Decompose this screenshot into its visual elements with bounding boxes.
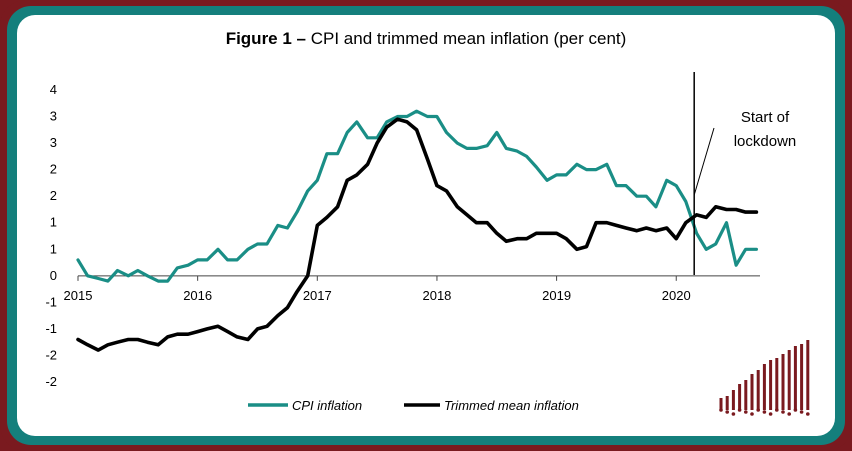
logo-dot [775,408,779,412]
y-tick-label: -2 [45,374,57,389]
chart-title-bold: Figure 1 – [226,29,306,48]
x-tick-label: 2016 [183,288,212,303]
x-tick-label: 2015 [64,288,93,303]
logo-dot [719,408,723,412]
logo-dot [725,410,729,414]
y-tick-label: 3 [50,135,57,150]
logo-dot [768,412,773,416]
y-tick-label: 1 [50,215,57,230]
x-tick-label: 2018 [422,288,451,303]
y-tick-label: 2 [50,188,57,203]
legend-label: CPI inflation [292,398,362,413]
x-tick-label: 2017 [303,288,332,303]
y-tick-label: 2 [50,162,57,177]
chart-title-rest: CPI and trimmed mean inflation (per cent… [306,29,626,48]
annotation-layer: Start of lockdown [693,72,797,275]
annotation-label: lockdown [734,133,797,150]
y-tick-label: 1 [50,241,57,256]
y-tick-label: 0 [50,268,57,283]
logo-dot [787,412,791,416]
logo-dot [750,412,754,416]
chart-panel [17,15,835,436]
y-tick-label: -1 [45,321,57,336]
logo-dot [731,412,736,416]
x-tick-label: 2019 [542,288,571,303]
annotation-leader [693,127,715,196]
series-layer [76,109,759,352]
y-tick-label: 3 [50,109,57,124]
logo-dot [756,408,760,412]
logo-dot [781,410,785,414]
logo-dot [806,412,810,416]
annotation-label: Start of [741,109,790,126]
series-line-cpi [76,109,759,283]
logo-dot [799,410,804,414]
x-tick-label: 2020 [662,288,691,303]
logo-dot [762,410,767,414]
logo-dot [744,410,748,414]
legend: CPI inflation Trimmed mean inflation [248,398,579,413]
y-tick-label: -2 [45,347,57,362]
logo-bars-icon [719,340,810,416]
logo-dot [793,408,798,412]
y-tick-label: -1 [45,294,57,309]
axes: 4 3 3 2 2 1 1 0 -1 -1 -2 -2 2015 2016 2017 2018 2019 2020 [45,82,760,389]
logo-dot [737,408,742,412]
series-line-trimmed-mean [76,117,759,352]
y-tick-label: 4 [50,82,57,97]
chart-title: Figure 1 – CPI and trimmed mean inflatio… [226,29,627,48]
legend-label: Trimmed mean inflation [444,398,579,413]
